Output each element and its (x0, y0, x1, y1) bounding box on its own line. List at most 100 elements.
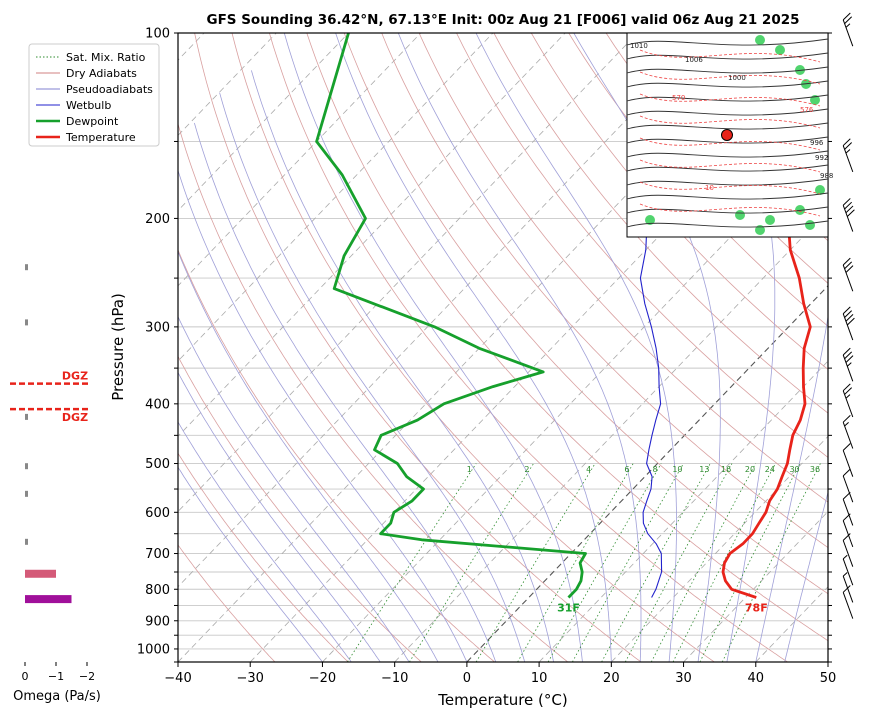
barb-half (845, 149, 851, 154)
dry-adiabat (493, 33, 828, 414)
mixing-ratio-label: 13 (699, 465, 709, 474)
wind-barb (842, 468, 854, 503)
legend-box (28, 43, 160, 147)
dry-adiabat (194, 33, 642, 662)
barb-staff (842, 592, 854, 619)
legend-label: Pseudoadiabats (66, 83, 153, 96)
barb-flag (842, 306, 851, 315)
isobar-contour (626, 192, 829, 200)
x-tick-label: −40 (164, 671, 191, 686)
pseudoadiabat (397, 33, 642, 662)
barb-staff (842, 19, 854, 47)
precip-blob (795, 65, 805, 75)
barb-flag (842, 414, 851, 423)
mixing-ratio-label: 36 (810, 465, 820, 474)
wind-barb (842, 347, 854, 382)
dry-adiabat (381, 33, 828, 549)
map-contour-label: 1006 (685, 56, 703, 64)
barb-staff (842, 520, 854, 548)
legend-label: Wetbulb (66, 99, 111, 112)
barb-half (845, 394, 851, 399)
isotherm-line (249, 59, 828, 662)
mixing-ratio-line (699, 463, 801, 662)
mixing-ratio-line (347, 463, 477, 662)
barb-flag (842, 513, 851, 521)
isotherm-line (683, 510, 828, 662)
x-axis-ticks: −40 −30 −20 −10 0 10 20 30 40 50 (164, 662, 836, 686)
isobar-contour (626, 164, 829, 172)
dry-adiabat (343, 33, 828, 595)
wind-barbs (842, 12, 855, 619)
pseudoadiabat (178, 466, 323, 662)
mixing-ratio-line (601, 463, 711, 662)
wind-barb (842, 585, 854, 619)
isobar-contour (626, 136, 829, 144)
barb-staff (842, 575, 854, 603)
wind-barb (842, 443, 854, 477)
omega-tick-label: −1 (48, 670, 64, 683)
pseudoadiabat (178, 250, 439, 662)
isotherm-line (466, 285, 828, 662)
map-contour-label: 992 (815, 154, 828, 162)
x-tick-label: −20 (309, 671, 336, 686)
y-tick-label: 400 (145, 397, 170, 412)
barb-staff (842, 264, 854, 292)
wind-barb (842, 383, 854, 418)
pseudoadiabat (178, 169, 468, 662)
y-tick-label: 700 (145, 547, 170, 562)
omega-bar (25, 463, 28, 470)
isotherm-line (538, 360, 828, 662)
pseudoadiabat (283, 33, 583, 662)
pseudoadiabat (475, 33, 677, 662)
dgz-label: DGZ (62, 411, 88, 424)
barb-flag (846, 317, 855, 326)
mixing-ratio-label: 20 (745, 465, 755, 474)
pseudoadiabat (784, 490, 828, 662)
dry-adiabat (178, 122, 569, 662)
barb-flag (842, 347, 851, 356)
isobar-contour (626, 52, 829, 60)
dry-adiabat (568, 33, 828, 327)
barb-flag (842, 257, 851, 266)
map-contour-label: 1000 (728, 74, 746, 82)
wind-barb (842, 12, 854, 47)
wind-barb (842, 513, 854, 548)
dry-adiabat (831, 33, 876, 662)
y-tick-label: 900 (145, 614, 170, 629)
x-tick-label: 30 (675, 671, 692, 686)
pseudoadiabat (335, 33, 612, 662)
pseudoadiabat (573, 33, 721, 662)
mixing-ratio-label: 4 (586, 465, 591, 474)
barb-flag (844, 142, 853, 150)
barb-flag (842, 491, 851, 500)
dry-adiabat (178, 544, 276, 662)
isotherm-line (178, 33, 710, 588)
dry-adiabat (178, 248, 495, 662)
y-tick-label: 300 (145, 320, 170, 335)
map-contour-label: 570 (672, 94, 685, 102)
mixing-ratio-label: 8 (653, 465, 658, 474)
dry-adiabat (178, 355, 422, 662)
pseudoadiabat (178, 371, 381, 662)
isobar-contour (626, 94, 829, 102)
x-tick-label: 0 (463, 671, 471, 686)
barb-staff (842, 475, 854, 503)
barb-half (842, 554, 848, 560)
y-tick-label: 1000 (137, 642, 170, 657)
isotherm-line (827, 661, 828, 662)
barb-flag (842, 138, 851, 146)
mixing-ratio-line (517, 463, 634, 662)
barb-flag (844, 351, 853, 360)
barb-flag (842, 533, 851, 541)
precip-blob (765, 215, 775, 225)
map-contour-label: 1010 (630, 42, 648, 50)
wind-barb (842, 491, 854, 526)
surface-temp-label: 78F (745, 601, 768, 614)
omega-axis-label: Omega (Pa/s) (13, 689, 101, 704)
barb-flag (844, 310, 853, 318)
barb-half (844, 421, 849, 427)
barb-staff (842, 313, 854, 341)
mixing-ratio-line (572, 463, 684, 662)
precip-blob (645, 215, 655, 225)
x-tick-label: 20 (603, 671, 620, 686)
